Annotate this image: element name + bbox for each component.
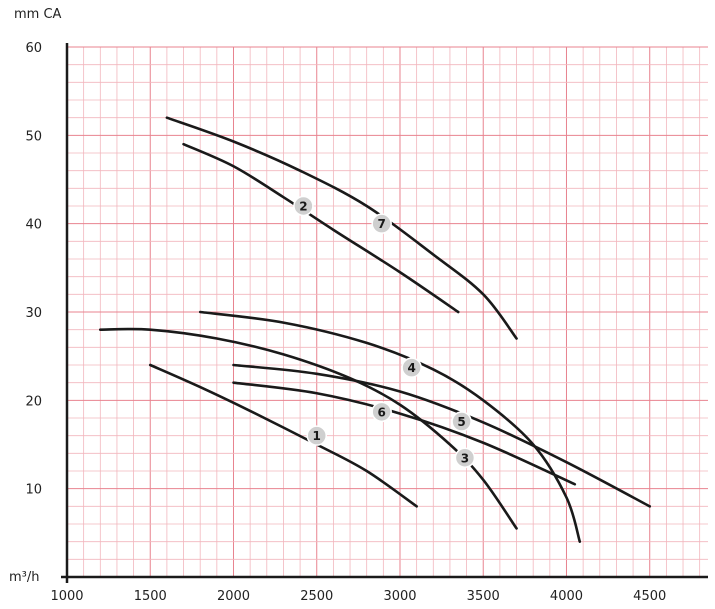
- x-axis-label: m³/h: [9, 570, 40, 585]
- series-label-badge: [454, 447, 476, 468]
- x-tick-label: 1500: [134, 589, 167, 604]
- series-lines: [98, 116, 652, 543]
- series-label-text: 1: [313, 429, 321, 443]
- series-label-6: 6: [371, 401, 392, 423]
- series-label-3: 3: [454, 447, 476, 468]
- series-label-text: 3: [461, 451, 469, 465]
- x-tick-label: 3500: [467, 589, 500, 604]
- series-label-badge: [401, 357, 422, 378]
- series-line-6: [232, 381, 577, 486]
- y-tick-label: 50: [25, 129, 42, 144]
- y-axis-label: mm CA: [14, 7, 62, 22]
- series-line-7: [165, 116, 518, 340]
- series-label-badge: [371, 213, 392, 234]
- y-tick-label: 10: [25, 483, 42, 498]
- series-label-text: 2: [299, 200, 307, 214]
- x-tick-label: 2000: [217, 589, 250, 604]
- series-line-3: [98, 327, 518, 530]
- series-line-1: [148, 363, 418, 508]
- series-label-text: 6: [377, 405, 385, 419]
- series-line-2: [182, 142, 460, 314]
- x-tick-label: 4000: [550, 589, 583, 604]
- series-label-badge: [451, 411, 472, 432]
- series-label-2: 2: [293, 195, 314, 217]
- series-labels: 1 2 3 4 5 6 7: [293, 195, 476, 468]
- y-tick-label: 40: [25, 218, 42, 233]
- y-tick-label: 20: [25, 394, 42, 409]
- y-tick-label: 30: [25, 306, 42, 321]
- x-tick-label: 2500: [300, 589, 333, 604]
- series-label-1: 1: [306, 425, 327, 446]
- series-line-5: [232, 363, 652, 508]
- series-label-7: 7: [371, 213, 392, 234]
- series-label-text: 7: [377, 217, 385, 231]
- series-label-4: 4: [401, 357, 422, 378]
- axes: [61, 43, 708, 583]
- series-label-badge: [306, 425, 327, 446]
- series-label-text: 4: [407, 361, 415, 375]
- x-tick-label: 4500: [633, 589, 666, 604]
- series-label-5: 5: [451, 411, 472, 432]
- series-label-badge: [371, 401, 392, 423]
- y-tick-label: 60: [25, 41, 42, 56]
- x-tick-label: 3000: [383, 589, 416, 604]
- series-label-text: 5: [457, 415, 465, 429]
- series-label-badge: [293, 195, 314, 217]
- series-line-4: [198, 310, 582, 543]
- grid: [67, 46, 708, 577]
- tick-labels: 1000 1500 2000 2500 3000 3500 4000 4500 10 20 30 40…: [25, 41, 666, 604]
- x-tick-label: 1000: [50, 589, 83, 604]
